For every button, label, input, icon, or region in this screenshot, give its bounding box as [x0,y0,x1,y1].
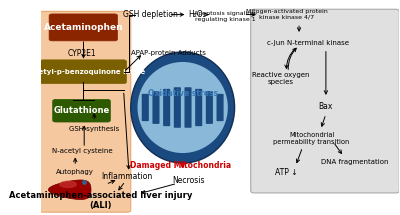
Ellipse shape [138,62,228,153]
FancyBboxPatch shape [174,87,181,128]
Polygon shape [48,180,91,200]
Polygon shape [59,181,77,188]
Text: CYP2E1: CYP2E1 [68,49,97,58]
FancyBboxPatch shape [40,11,131,212]
Text: Glutathione: Glutathione [53,106,110,115]
FancyBboxPatch shape [206,91,213,124]
FancyBboxPatch shape [152,91,160,124]
Text: GSH synthesis: GSH synthesis [69,126,119,132]
FancyBboxPatch shape [40,60,126,84]
Text: Acetaminophen: Acetaminophen [44,23,123,32]
FancyBboxPatch shape [184,87,192,128]
FancyBboxPatch shape [251,9,399,193]
Text: Apoptosis signaling-
regulating kinase 1: Apoptosis signaling- regulating kinase 1 [194,11,257,22]
FancyBboxPatch shape [195,89,202,126]
Text: ATP ↓: ATP ↓ [275,168,298,177]
FancyBboxPatch shape [49,14,118,41]
Text: N-acetyl-p-benzoquinone imine: N-acetyl-p-benzoquinone imine [21,69,146,75]
Text: GSH depletion: GSH depletion [123,10,178,19]
Ellipse shape [131,52,234,163]
Text: c-Jun N-terminal kinase: c-Jun N-terminal kinase [267,40,349,46]
FancyBboxPatch shape [163,89,170,126]
Text: N-acetyl cysteine: N-acetyl cysteine [52,148,113,154]
FancyBboxPatch shape [216,94,224,121]
Text: APAP-protein Adducts: APAP-protein Adducts [131,50,206,56]
Text: Mitochondrial
permeability transition: Mitochondrial permeability transition [274,132,350,145]
Text: DNA fragmentation: DNA fragmentation [321,159,388,165]
FancyBboxPatch shape [142,94,149,121]
Text: H₂O₂: H₂O₂ [188,10,206,19]
FancyBboxPatch shape [53,99,110,122]
Text: Autophagy: Autophagy [56,169,94,175]
Text: Reactive oxygen
species: Reactive oxygen species [252,72,309,85]
Text: Damaged Mitochondria: Damaged Mitochondria [130,161,232,170]
Text: Inflammation: Inflammation [102,172,153,181]
Text: Mitogen-activated protein
kinase kinase 4/7: Mitogen-activated protein kinase kinase … [246,9,327,20]
Text: Acetaminophen-associated liver injury
(ALI): Acetaminophen-associated liver injury (A… [9,191,192,210]
Text: Oxidative stress: Oxidative stress [148,89,218,98]
Text: Bax: Bax [319,102,333,111]
Text: Necrosis: Necrosis [172,176,204,185]
